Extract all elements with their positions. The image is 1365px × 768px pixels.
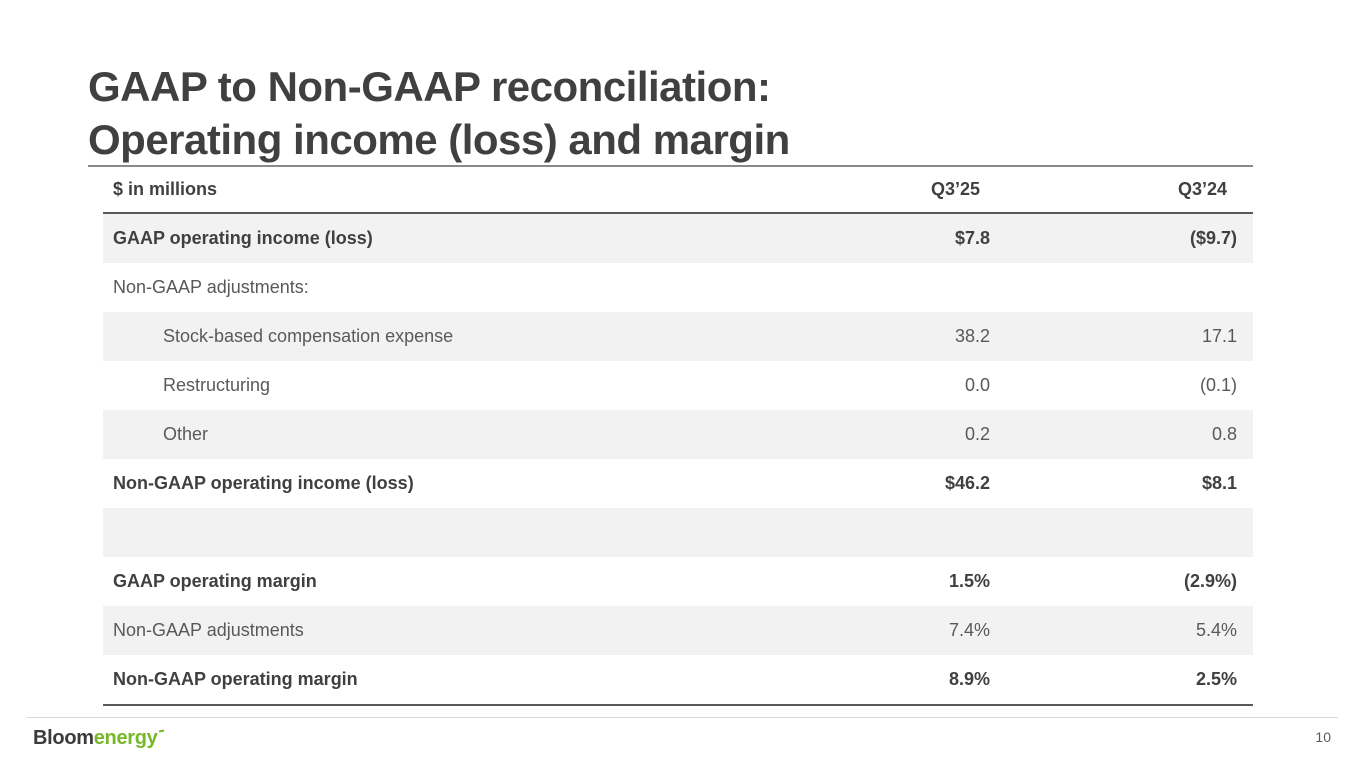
row-label: Non-GAAP operating income (loss) xyxy=(113,473,414,493)
page-title: GAAP to Non-GAAP reconciliation: Operati… xyxy=(88,60,790,166)
row-label: Stock-based compensation expense xyxy=(163,326,454,346)
column-header-units: $ in millions xyxy=(113,179,218,199)
table-row: Restructuring 0.0 (0.1) xyxy=(103,361,1253,410)
logo-text-bloom: Bloom xyxy=(33,727,94,749)
row-value-q324: (2.9%) xyxy=(1183,571,1237,591)
table-row: Non-GAAP operating margin 8.9% 2.5% xyxy=(103,655,1253,704)
row-value-q325: 1.5% xyxy=(948,571,990,591)
row-value-q325: 8.9% xyxy=(948,669,990,689)
row-value-q324: ($9.7) xyxy=(1189,228,1237,248)
row-value-q325: $7.8 xyxy=(954,228,990,248)
page-title-line1: GAAP to Non-GAAP reconciliation: xyxy=(88,63,771,110)
reconciliation-table: $ in millions Q3’25 Q3’24 GAAP operating… xyxy=(103,167,1253,706)
table-row: GAAP operating income (loss) $7.8 ($9.7) xyxy=(103,214,1253,263)
row-value-q324: $8.1 xyxy=(1201,473,1237,493)
row-label: GAAP operating margin xyxy=(113,571,317,591)
table-row: Non-GAAP adjustments 7.4% 5.4% xyxy=(103,606,1253,655)
table-row: Other 0.2 0.8 xyxy=(103,410,1253,459)
row-value-q325: $46.2 xyxy=(944,473,990,493)
row-label: Non-GAAP adjustments xyxy=(113,620,304,640)
page-title-line2: Operating income (loss) and margin xyxy=(88,116,790,163)
column-header-q324: Q3’24 xyxy=(1177,179,1227,199)
footer-divider xyxy=(27,717,1338,718)
row-value-q325: 0.0 xyxy=(964,375,990,395)
table-header-row: $ in millions Q3’25 Q3’24 xyxy=(103,167,1253,214)
row-value-q325: 0.2 xyxy=(964,424,990,444)
table-row-spacer xyxy=(103,508,1253,557)
row-value-q325: 7.4% xyxy=(948,620,990,640)
row-value-q324: 5.4% xyxy=(1195,620,1237,640)
page-number: 10 xyxy=(1315,729,1331,745)
bloom-energy-logo: Bloomenergy xyxy=(33,727,164,750)
row-value-q324: (0.1) xyxy=(1199,375,1237,395)
row-value-q324: 17.1 xyxy=(1201,326,1237,346)
title-underline xyxy=(88,165,1253,167)
row-label: Non-GAAP adjustments: xyxy=(113,277,309,297)
table-row: Non-GAAP adjustments: xyxy=(103,263,1253,312)
column-header-q325: Q3’25 xyxy=(930,179,980,199)
table-row: Non-GAAP operating income (loss) $46.2 $… xyxy=(103,459,1253,508)
row-value-q324: 0.8 xyxy=(1211,424,1237,444)
row-label: Restructuring xyxy=(163,375,271,395)
row-label: GAAP operating income (loss) xyxy=(113,228,373,248)
table-row: Stock-based compensation expense 38.2 17… xyxy=(103,312,1253,361)
logo-text-energy: energy xyxy=(93,727,158,749)
row-label: Other xyxy=(163,424,209,444)
row-label: Non-GAAP operating margin xyxy=(113,669,358,689)
trademark-icon xyxy=(158,729,164,733)
table-row: GAAP operating margin 1.5% (2.9%) xyxy=(103,557,1253,606)
row-value-q324: 2.5% xyxy=(1195,669,1237,689)
row-value-q325: 38.2 xyxy=(954,326,990,346)
